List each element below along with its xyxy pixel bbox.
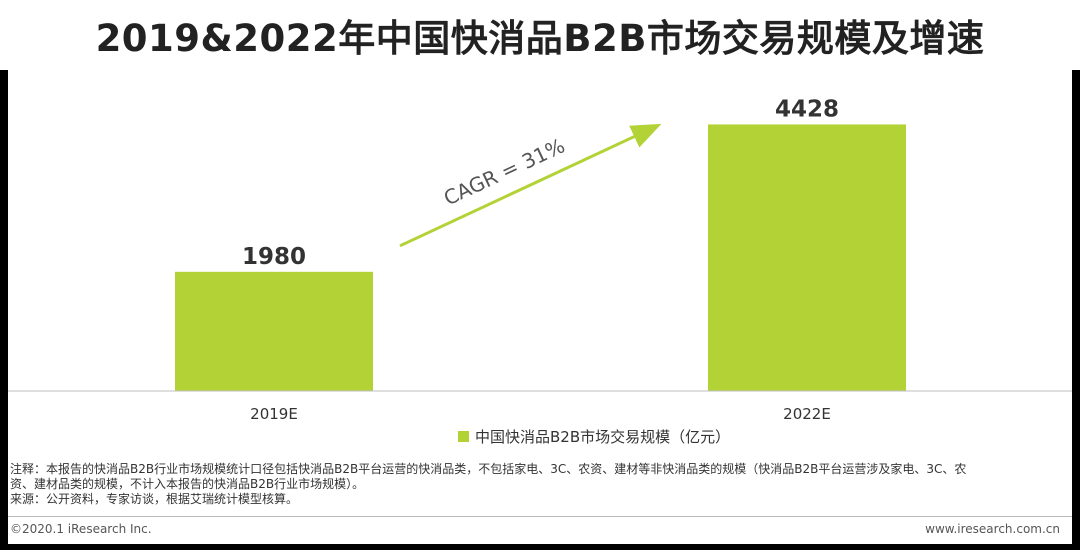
footer-copyright: ©2020.1 iResearch Inc. <box>10 522 152 536</box>
footer-divider <box>8 516 1072 517</box>
chart-note: 注释：本报告的快消品B2B行业市场规模统计口径包括快消品B2B平台运营的快消品类… <box>10 462 1070 507</box>
bar-2022E <box>708 124 906 392</box>
legend-swatch <box>458 431 469 442</box>
legend: 中国快消品B2B市场交易规模（亿元） <box>458 426 730 447</box>
bar-2019E <box>175 271 373 391</box>
legend-label: 中国快消品B2B市场交易规模（亿元） <box>475 428 731 446</box>
x-tick-2022E: 2022E <box>783 405 831 420</box>
chart-panel: 1980 2019E 4428 2022E CAGR = 31% 中国快消品B2B市场… <box>8 70 1072 544</box>
title-band: 2019&2022年中国快消品B2B市场交易规模及增速 <box>0 0 1080 70</box>
note-line-3: 来源：公开资料，专家访谈，根据艾瑞统计模型核算。 <box>10 492 299 506</box>
note-line-2: 资、建材品类的规模，不计入本报告的快消品B2B行业市场规模）。 <box>10 477 365 491</box>
x-tick-2019E: 2019E <box>250 405 298 420</box>
footer-website: www.iresearch.com.cn <box>925 522 1060 536</box>
data-label-2022E: 4428 <box>775 96 839 122</box>
note-line-1: 注释：本报告的快消品B2B行业市场规模统计口径包括快消品B2B平台运营的快消品类… <box>10 462 967 476</box>
chart-title: 2019&2022年中国快消品B2B市场交易规模及增速 <box>95 17 985 60</box>
data-label-2019E: 1980 <box>242 244 306 270</box>
cagr-arrow <box>399 123 662 248</box>
